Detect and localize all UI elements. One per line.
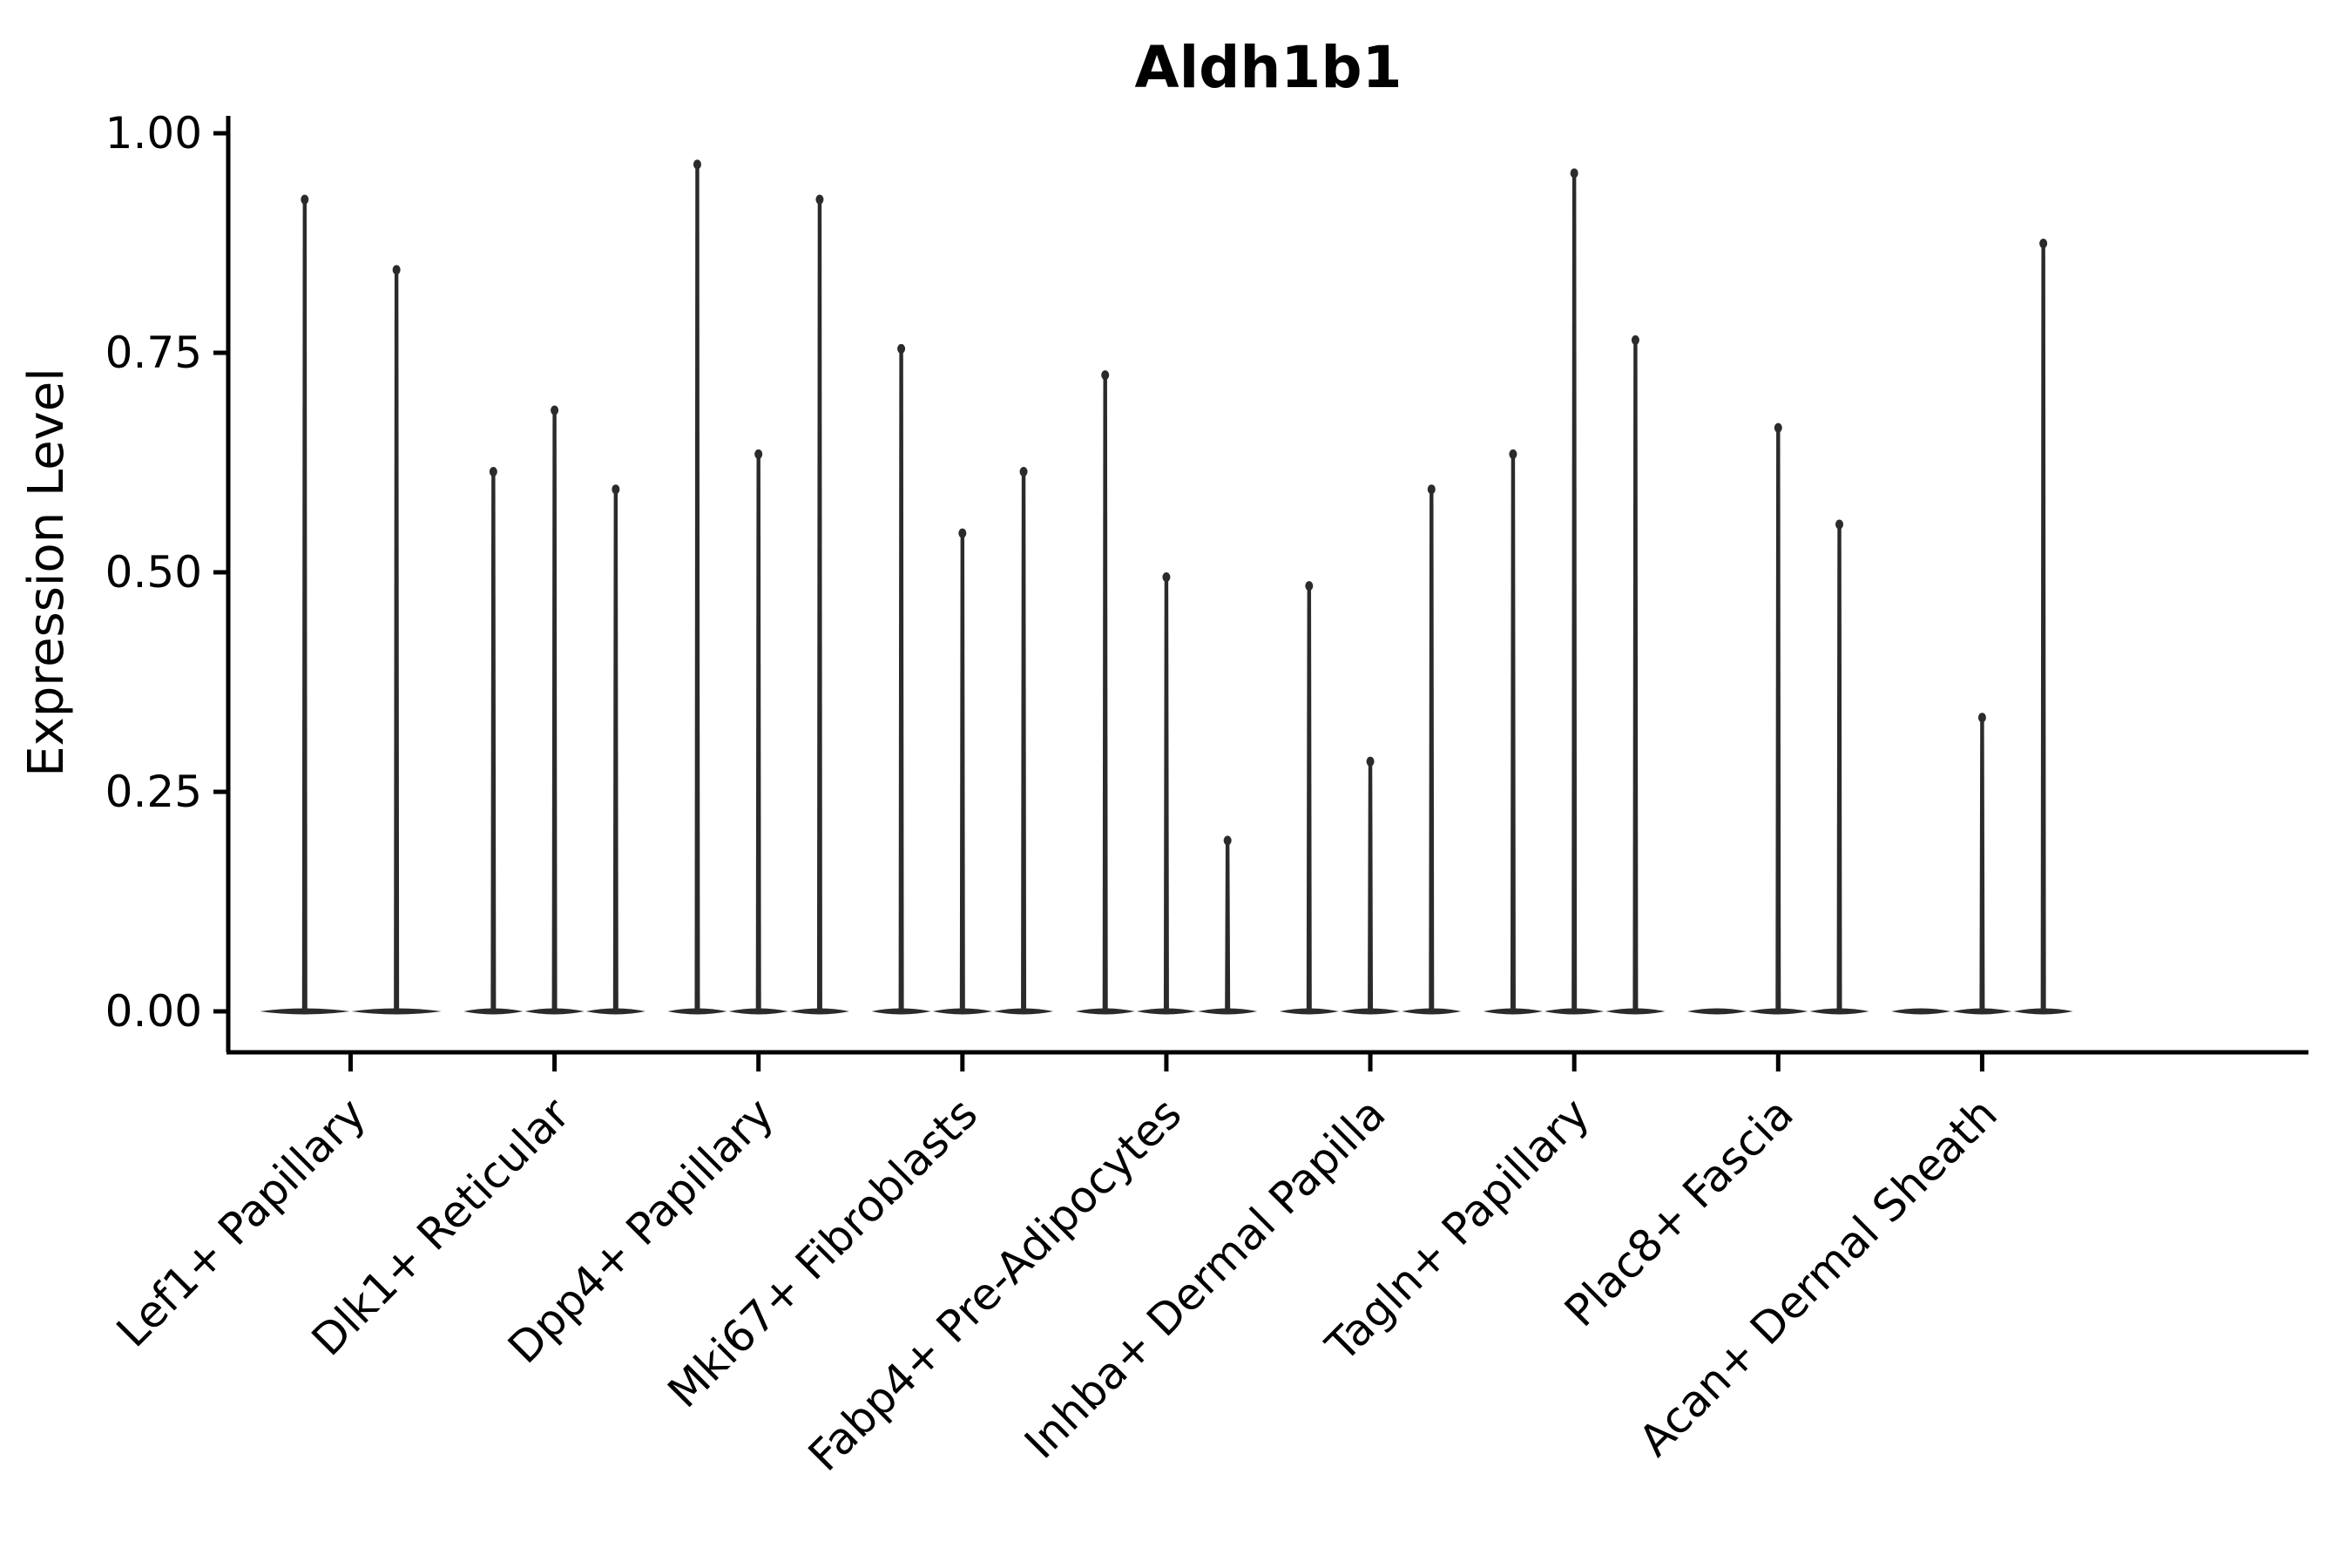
violin-group bbox=[260, 194, 442, 1015]
violin-spike bbox=[1510, 454, 1516, 1011]
violin-spike bbox=[1836, 524, 1842, 1011]
violin-group bbox=[871, 343, 1054, 1015]
violin-spike-tip bbox=[1101, 370, 1110, 381]
violin-spike-tip bbox=[958, 528, 967, 538]
violin-spike-tip bbox=[1570, 168, 1578, 179]
violin-base bbox=[1686, 1008, 1747, 1015]
violin-spike-tip bbox=[392, 265, 401, 275]
y-tick-label: 0.25 bbox=[105, 767, 202, 817]
y-tick-label: 1.00 bbox=[105, 108, 202, 159]
axes bbox=[213, 116, 2308, 1071]
violin-spike-tip bbox=[693, 159, 701, 170]
violin-spike-tip bbox=[1509, 449, 1517, 459]
violin-spike bbox=[394, 270, 400, 1011]
violin-spike bbox=[1571, 173, 1578, 1011]
x-tick-label: Acan+ Dermal Sheath bbox=[1629, 1088, 2007, 1466]
violin-spike-tip bbox=[1223, 835, 1232, 846]
violin-spike bbox=[490, 472, 497, 1011]
y-tick-label: 0.75 bbox=[105, 328, 202, 378]
y-tick-label: 0.50 bbox=[105, 547, 202, 598]
violin-spike bbox=[301, 199, 308, 1011]
violin-group bbox=[1075, 370, 1258, 1015]
x-tick-label: Fabp4+ Pre-Adipocytes bbox=[799, 1088, 1192, 1481]
y-axis-labels: 0.00 0.25 0.50 0.75 1.00 bbox=[105, 108, 202, 1037]
violin-spike bbox=[898, 348, 904, 1011]
violin-group bbox=[1279, 484, 1462, 1015]
violin-spike-tip bbox=[1019, 467, 1028, 477]
violin-spike-tip bbox=[1835, 519, 1844, 530]
violin-spike-tip bbox=[1162, 572, 1171, 582]
violin-group bbox=[463, 405, 645, 1015]
violin-spike-tip bbox=[2039, 238, 2048, 248]
violin-spike bbox=[1368, 761, 1374, 1011]
violin-spike bbox=[1225, 841, 1231, 1011]
violin-spike bbox=[959, 533, 965, 1011]
violin-spike-tip bbox=[489, 467, 497, 477]
violins bbox=[260, 159, 2073, 1015]
violin-spike bbox=[755, 454, 761, 1011]
violin-group bbox=[667, 159, 850, 1015]
violin-spike bbox=[816, 199, 822, 1011]
violin-spike bbox=[1979, 718, 1985, 1011]
violin-spike bbox=[1163, 578, 1169, 1011]
violin-spike-tip bbox=[612, 484, 620, 495]
chart-title: Aldh1b1 bbox=[1134, 34, 1402, 101]
violin-spike bbox=[1429, 490, 1435, 1011]
violin-spike-tip bbox=[754, 449, 763, 459]
violin-spike-tip bbox=[301, 194, 309, 205]
violin-spike-tip bbox=[1977, 713, 1986, 723]
violin-spike-tip bbox=[1427, 484, 1436, 495]
violin-spike bbox=[1021, 472, 1027, 1011]
violin-spike bbox=[2040, 243, 2046, 1012]
violin-spike bbox=[551, 410, 558, 1012]
violin-spike-tip bbox=[1774, 422, 1782, 433]
violin-group bbox=[1686, 422, 1869, 1015]
violin-base bbox=[1891, 1008, 1951, 1015]
violin-spike-tip bbox=[1366, 756, 1375, 767]
violin-group bbox=[1891, 238, 2073, 1015]
violin-spike bbox=[694, 165, 700, 1012]
violin-spike bbox=[1632, 340, 1639, 1012]
violin-spike bbox=[1306, 586, 1312, 1011]
violin-group bbox=[1483, 168, 1666, 1015]
violin-spike-tip bbox=[897, 343, 906, 354]
violin-spike-tip bbox=[551, 405, 559, 416]
violin-spike-tip bbox=[815, 194, 824, 205]
y-tick-label: 0.00 bbox=[105, 986, 202, 1037]
violin-spike-tip bbox=[1631, 335, 1639, 345]
violin-spike bbox=[1102, 375, 1108, 1011]
x-tick-label: Inhba+ Dermal Papilla bbox=[1015, 1088, 1395, 1468]
violin-spike bbox=[612, 490, 618, 1011]
violin-spike bbox=[1775, 428, 1781, 1011]
y-axis-title: Expression Level bbox=[18, 368, 75, 777]
violin-spike-tip bbox=[1305, 581, 1314, 591]
